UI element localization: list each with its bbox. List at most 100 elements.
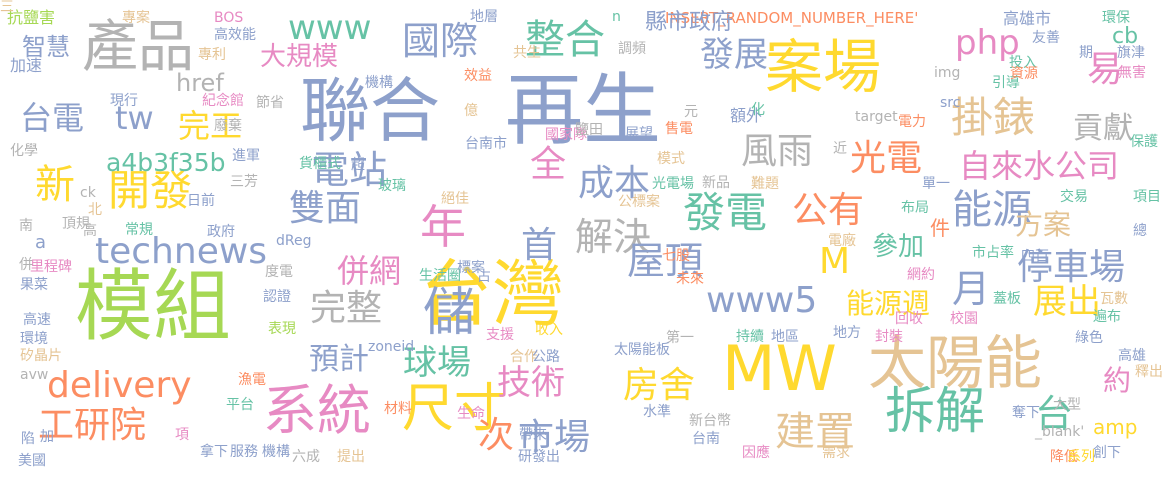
word: 封裝 (875, 329, 903, 345)
word: 解決 (575, 215, 652, 259)
word: 廢棄 (214, 118, 242, 134)
word: 化學 (10, 143, 38, 159)
word: 大規模 (260, 42, 339, 72)
word: 項目 (1133, 189, 1161, 205)
word: 總 (1133, 223, 1147, 239)
word: 預計 (309, 342, 369, 377)
word: 專案 (122, 10, 150, 26)
word: 自來水公司 (959, 147, 1120, 185)
word: _blank' (1035, 424, 1085, 440)
word: 高效能 (214, 27, 256, 43)
word: amp (1093, 415, 1138, 439)
word: 開發 (108, 166, 193, 215)
word: 億 (464, 103, 478, 119)
word: 絕佳 (441, 191, 469, 207)
word: 高雄市 (1003, 9, 1052, 28)
word: 政府 (207, 224, 235, 240)
word: 整合 (525, 17, 605, 63)
word: 太陽能 (868, 329, 1043, 397)
word: 加 (40, 429, 54, 445)
word: 能源 (952, 187, 1032, 233)
word: 雙面 (289, 188, 362, 229)
word: 第一 (666, 330, 694, 346)
word: 市占率 (972, 245, 1014, 261)
word: 難題 (751, 176, 779, 192)
word: 項 (175, 427, 189, 443)
word: target (855, 109, 898, 125)
word: 效益 (464, 68, 492, 84)
word: a4b3f35b (106, 148, 226, 177)
word: 系列 (1067, 449, 1095, 465)
word: 進軍 (232, 148, 260, 164)
word: 七股 (662, 248, 690, 264)
word: 模組 (75, 262, 232, 352)
word: 頂規 (62, 216, 90, 232)
word: 成本 (578, 163, 651, 204)
word: 方案 (1015, 208, 1072, 241)
word: 貢獻 (1073, 111, 1133, 146)
word: 加速 (10, 56, 43, 75)
word: 拆解 (885, 382, 985, 440)
word: 近 (833, 141, 847, 157)
word: 展望 (625, 126, 653, 142)
word: 美國 (18, 453, 46, 469)
word: 專利 (198, 47, 226, 63)
word: 節省 (256, 95, 284, 111)
word: a (35, 232, 47, 253)
word: 發電 (683, 188, 768, 237)
word: 首 (521, 225, 558, 266)
word: 認證 (263, 289, 291, 305)
word: 需求 (822, 445, 850, 461)
word: MW (722, 332, 837, 405)
word: 引導 (992, 75, 1020, 91)
word: 再生 (505, 66, 662, 156)
word: 保護 (1130, 134, 1158, 150)
word: 交易 (1060, 189, 1088, 205)
word: 化 (751, 102, 765, 118)
word: 儲 (423, 283, 476, 343)
word: 六成 (292, 449, 320, 465)
word: 縣市政府 (645, 10, 734, 35)
word: 額外 (730, 106, 763, 125)
word: 易 (1087, 49, 1124, 90)
word: 共生 (513, 45, 541, 61)
word: 因應 (742, 445, 770, 461)
word: 機構 (262, 444, 290, 460)
word: 占 (477, 269, 491, 285)
word: 日前 (187, 193, 215, 209)
word: 瓦數 (1100, 291, 1128, 307)
word: 生活圈 (419, 268, 461, 284)
word: 漁電 (238, 372, 266, 388)
word: 電力 (898, 114, 926, 130)
word: 蓋板 (993, 291, 1021, 307)
word: 無害 (1118, 65, 1146, 81)
word: 奪下 (1012, 405, 1040, 421)
word: 材料 (384, 401, 412, 417)
word: 件 (930, 216, 950, 240)
word: 台 (1035, 392, 1074, 436)
word: 展出 (1033, 282, 1101, 322)
word: 光電 (850, 138, 923, 179)
word: 現行 (110, 93, 138, 109)
word: M (819, 241, 851, 282)
word: 貨櫃式 (299, 156, 341, 172)
word: 資源 (1010, 66, 1038, 82)
word: img (934, 65, 961, 81)
word: 抗鹽害 (7, 8, 56, 27)
word: delivery (47, 365, 192, 406)
word: 釋出 (1135, 364, 1163, 380)
word: 三 (0, 0, 14, 15)
word: 台電 (20, 99, 85, 137)
word: 網約 (907, 267, 935, 283)
word: 水準 (643, 404, 671, 420)
word: 超 (351, 157, 365, 173)
word: 三芳 (230, 174, 258, 190)
word: cb (1112, 24, 1139, 49)
word: 公路 (532, 349, 560, 365)
word: 房舍 (623, 365, 696, 406)
word: 創下 (1093, 445, 1121, 461)
word: 地層 (470, 9, 498, 25)
word: 尺寸 (402, 379, 507, 439)
word: 台南市 (465, 136, 507, 152)
word: 帶來 (519, 427, 547, 443)
